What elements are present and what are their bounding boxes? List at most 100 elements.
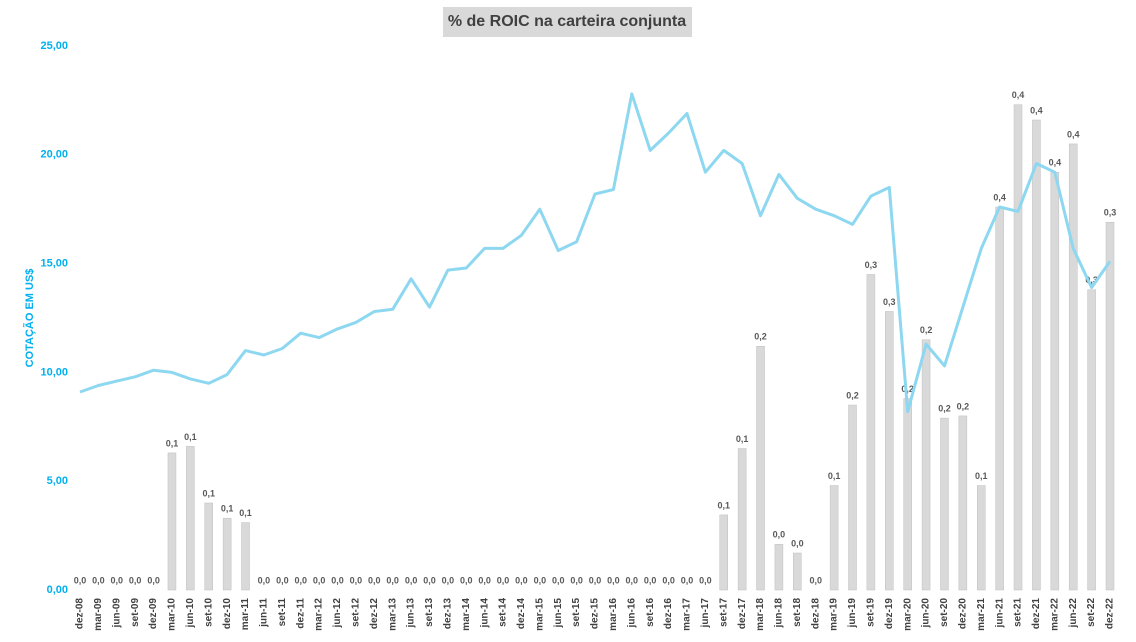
bar-value-label: 0,0	[552, 575, 565, 585]
bar-value-label: 0,1	[239, 508, 252, 518]
bar-value-label: 0,0	[276, 575, 289, 585]
bar-value-label: 0,0	[626, 575, 639, 585]
bar-value-label: 0,0	[423, 575, 436, 585]
x-tick-label: dez-20	[957, 598, 968, 630]
bar-value-label: 0,1	[166, 438, 179, 448]
bar-value-label: 0,1	[202, 488, 215, 498]
x-tick-label: jun-09	[111, 598, 122, 629]
x-tick-label: set-11	[277, 598, 288, 627]
x-tick-label: mar-19	[829, 598, 840, 631]
bar-value-label: 0,0	[809, 575, 822, 585]
x-tick-label: dez-08	[75, 598, 86, 630]
bar-value-label: 0,0	[534, 575, 547, 585]
x-tick-label: jun-13	[406, 598, 417, 629]
bar-value-label: 0,0	[699, 575, 712, 585]
x-tick-label: set-19	[866, 598, 877, 627]
bar-value-label: 0,3	[1104, 208, 1117, 218]
bar-value-label: 0,0	[111, 575, 124, 585]
bar-value-label: 0,0	[147, 575, 160, 585]
bar	[167, 452, 177, 591]
x-tick-label: mar-12	[314, 598, 325, 631]
x-tick-label: dez-12	[369, 598, 380, 630]
x-tick-label: set-14	[498, 598, 509, 627]
bar-value-label: 0,0	[350, 575, 363, 585]
bar-value-label: 0,0	[129, 575, 142, 585]
x-tick-label: set-15	[571, 598, 582, 627]
x-tick-label: set-16	[645, 598, 656, 627]
x-tick-label: mar-14	[461, 598, 472, 631]
x-tick-label: mar-21	[976, 598, 987, 631]
x-tick-label: jun-10	[185, 598, 196, 629]
y-tick-label: 25,00	[40, 40, 68, 52]
x-tick-label: dez-10	[222, 598, 233, 630]
x-tick-label: jun-21	[994, 598, 1005, 629]
bar	[793, 552, 802, 591]
x-tick-label: dez-17	[737, 598, 748, 630]
bar-value-label: 0,0	[74, 575, 87, 585]
x-tick-label: set-20	[939, 598, 950, 627]
x-tick-label: dez-14	[516, 598, 527, 630]
title-box	[443, 7, 692, 37]
bar-value-label: 0,0	[681, 575, 694, 585]
bar	[756, 346, 765, 591]
bar-value-label: 0,1	[736, 434, 749, 444]
x-tick-label: dez-22	[1105, 598, 1116, 630]
x-tick-label: jun-14	[479, 598, 490, 629]
bar	[241, 522, 250, 591]
x-tick-label: jun-16	[626, 598, 637, 629]
bar	[903, 398, 912, 591]
bar-value-label: 0,3	[1085, 275, 1098, 285]
bar	[848, 404, 857, 591]
bar-value-label: 0,1	[828, 471, 841, 481]
bar-value-label: 0,2	[846, 390, 859, 400]
x-tick-label: jun-22	[1068, 598, 1079, 629]
bar	[222, 517, 232, 591]
bar-value-label: 0,0	[570, 575, 583, 585]
bar-value-label: 0,4	[1030, 105, 1043, 115]
x-tick-label: set-22	[1086, 598, 1097, 627]
x-tick-label: dez-21	[1031, 598, 1042, 630]
bar-value-label: 0,3	[883, 297, 896, 307]
x-tick-label: mar-10	[167, 598, 178, 631]
bar	[186, 446, 195, 591]
y-tick-label: 15,00	[40, 258, 68, 270]
bar	[829, 485, 839, 591]
x-tick-label: set-10	[203, 598, 214, 627]
x-tick-label: set-17	[718, 598, 729, 627]
x-tick-label: mar-15	[534, 598, 545, 631]
x-tick-label: set-13	[424, 598, 435, 627]
x-tick-label: set-12	[351, 598, 362, 627]
x-tick-label: jun-12	[332, 598, 343, 629]
bar	[1105, 222, 1115, 591]
bar	[921, 339, 931, 591]
bar-value-label: 0,2	[901, 384, 914, 394]
x-tick-label: dez-16	[663, 598, 674, 630]
bar	[737, 448, 747, 591]
x-tick-label: set-21	[1013, 598, 1024, 627]
bar-value-label: 0,2	[957, 401, 970, 411]
bar	[1068, 143, 1078, 591]
bar-value-label: 0,0	[478, 575, 491, 585]
bar	[958, 415, 968, 591]
bar	[774, 544, 784, 591]
chart-title: % de ROIC na carteira conjunta	[448, 13, 686, 30]
bar	[719, 514, 728, 591]
x-tick-label: jun-11	[259, 598, 270, 628]
bar-value-label: 0,1	[975, 471, 988, 481]
bar-value-label: 0,0	[386, 575, 399, 585]
bar-value-label: 0,1	[184, 432, 197, 442]
x-tick-label: dez-13	[442, 598, 453, 630]
y-tick-label: 5,00	[47, 475, 68, 487]
bar	[995, 206, 1004, 591]
bar	[1013, 104, 1023, 591]
x-tick-label: mar-20	[902, 598, 913, 631]
x-tick-label: mar-13	[387, 598, 398, 631]
bar-value-label: 0,0	[515, 575, 528, 585]
bar-value-label: 0,4	[1067, 129, 1080, 139]
bar-value-label: 0,4	[993, 192, 1006, 202]
bar-value-label: 0,2	[920, 325, 933, 335]
x-tick-label: dez-09	[148, 598, 159, 630]
x-tick-label: dez-15	[590, 598, 601, 630]
bar-value-label: 0,0	[313, 575, 326, 585]
